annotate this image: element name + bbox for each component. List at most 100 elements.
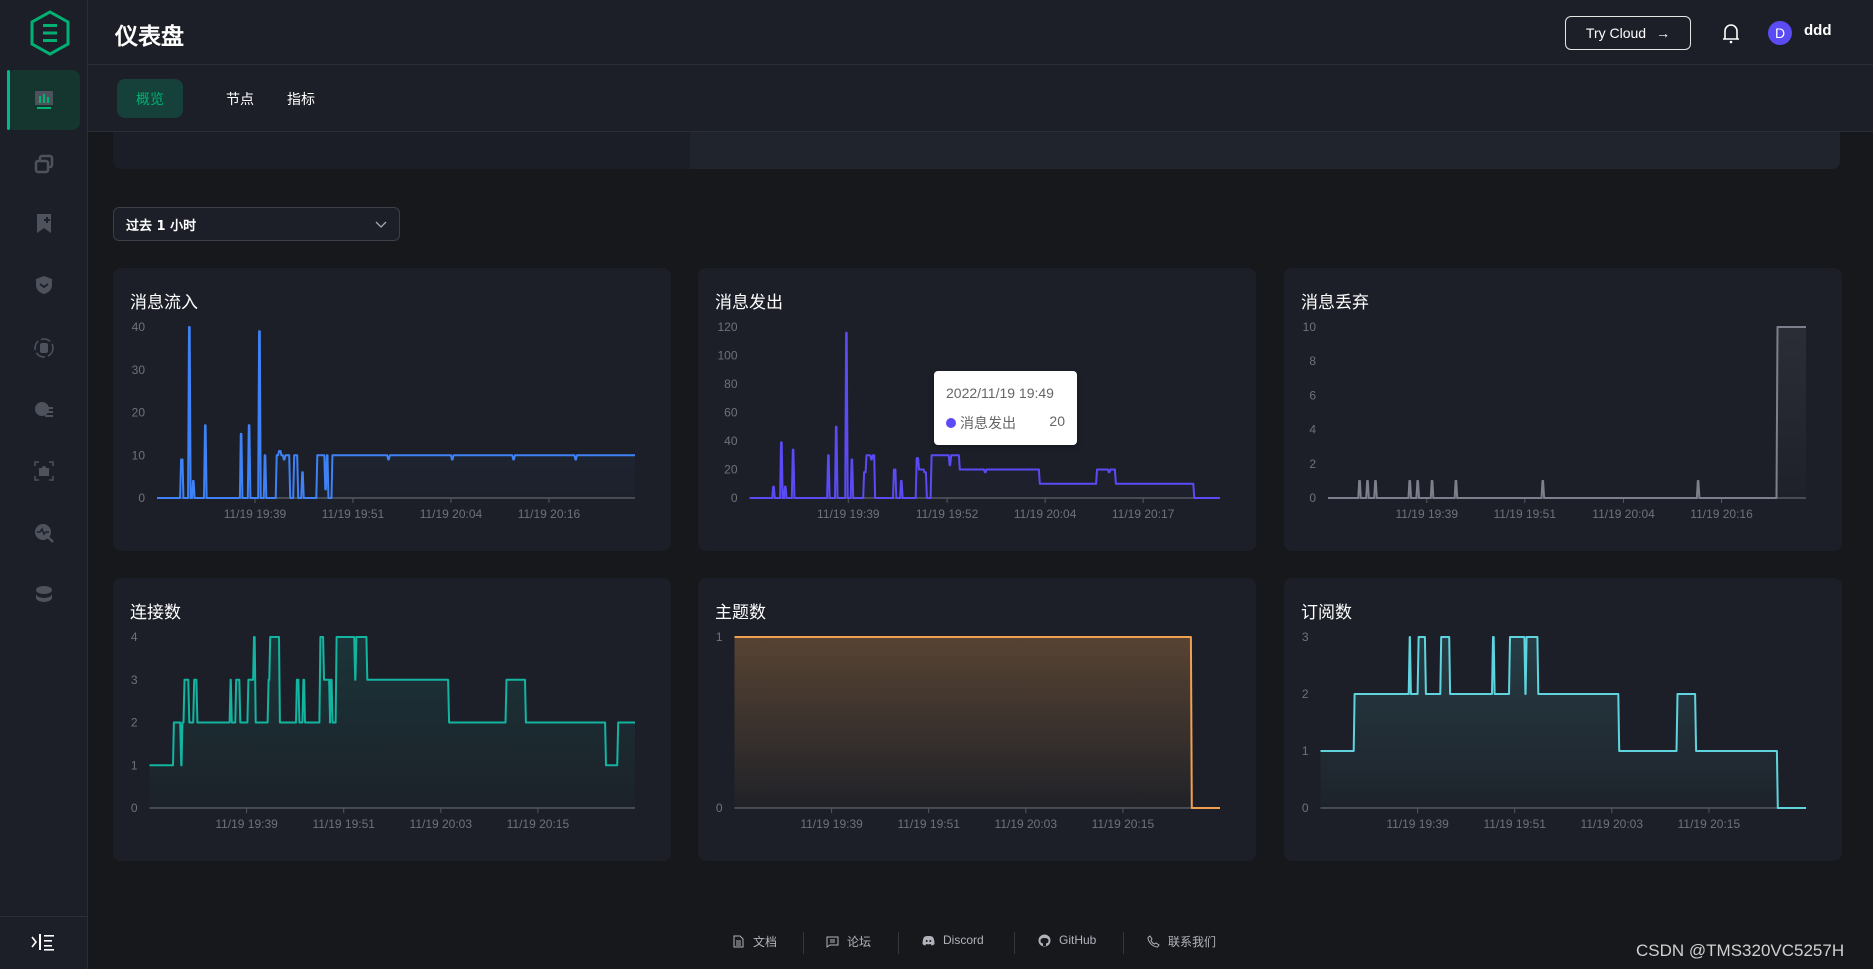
collapse-sidebar-icon[interactable] [30, 932, 56, 952]
y-tick-label: 100 [717, 349, 737, 363]
footer-label: 文档 [753, 935, 778, 949]
sidebar [0, 0, 88, 969]
chart-title: 消息发出 [715, 293, 783, 313]
tab-bar: 概览 节点 指标 [88, 65, 1873, 132]
x-tick-label: 11/19 20:03 [995, 817, 1058, 831]
series-line[interactable] [1328, 326, 1806, 499]
watermark: CSDN @TMS320VC5257H [1636, 941, 1845, 960]
x-tick-label: 11/19 19:52 [916, 507, 979, 521]
x-tick-label: 11/19 19:51 [897, 817, 960, 831]
footer-link-discord[interactable]: Discord [922, 933, 984, 947]
footer-link-forum[interactable]: 论坛 [826, 933, 871, 950]
sidebar-item-clients[interactable] [7, 134, 80, 194]
sidebar-item-subscriptions[interactable] [7, 193, 80, 253]
chevron-down-icon [375, 221, 387, 228]
sidebar-item-access-control[interactable] [7, 255, 80, 315]
y-tick-label: 1 [716, 630, 723, 644]
footer-link-contact[interactable]: 联系我们 [1147, 933, 1216, 950]
x-tick-label: 11/19 20:16 [518, 507, 581, 521]
chart-title: 消息流入 [130, 293, 198, 313]
avatar[interactable]: D [1768, 21, 1792, 45]
overview-card [113, 132, 1840, 169]
x-tick-label: 11/19 19:39 [1396, 507, 1459, 521]
series-line[interactable] [734, 636, 1221, 809]
footer-label: GitHub [1059, 933, 1097, 947]
y-tick-label: 20 [132, 406, 146, 420]
forum-icon [826, 936, 839, 948]
chart-card-messages-in: 消息流入 0 10 20 30 40 11/19 19:39 11/19 19:51 11/19… [113, 268, 671, 551]
y-tick-label: 10 [132, 448, 146, 462]
x-tick-label: 11/19 19:39 [215, 817, 278, 831]
y-tick-label: 20 [724, 463, 738, 477]
y-tick-label: 2 [131, 716, 138, 730]
series-area [149, 637, 635, 808]
y-tick-label: 1 [1302, 744, 1309, 758]
x-tick-label: 11/19 20:03 [1581, 817, 1644, 831]
y-tick-label: 4 [1309, 423, 1316, 437]
top-header: 仪表盘 Try Cloud → D ddd [88, 0, 1873, 65]
chart-plot: 0 10 20 30 40 11/19 19:39 11/19 19:51 11/19 20:… [132, 320, 635, 521]
chart-plot: 0 1 2 3 11/19 19:39 11/19 19:51 11/19 20:03 11/… [1302, 630, 1807, 831]
sidebar-item-diagnose[interactable] [7, 503, 80, 563]
y-tick-label: 0 [138, 491, 145, 505]
bell-icon[interactable] [1720, 21, 1742, 45]
y-tick-label: 120 [717, 320, 737, 334]
chart-plot: 0 1 2 3 4 11/19 19:39 11/19 19:51 11/19 20:03 11… [131, 630, 636, 831]
system-icon [35, 586, 52, 602]
y-tick-label: 80 [724, 377, 738, 391]
series-line[interactable] [749, 331, 1221, 499]
x-tick-label: 11/19 20:15 [1092, 817, 1155, 831]
series-area [1320, 637, 1806, 808]
y-tick-label: 3 [131, 673, 138, 687]
x-tick-label: 11/19 20:04 [1014, 507, 1077, 521]
y-tick-label: 60 [724, 406, 738, 420]
series-line[interactable] [149, 636, 636, 767]
x-tick-label: 11/19 19:51 [1483, 817, 1546, 831]
sidebar-divider [0, 916, 88, 917]
x-tick-label: 11/19 20:04 [1592, 507, 1655, 521]
y-tick-label: 0 [131, 801, 138, 815]
y-tick-label: 2 [1302, 687, 1309, 701]
x-tick-label: 11/19 19:51 [322, 507, 385, 521]
series-line[interactable] [157, 326, 635, 499]
discord-icon [922, 935, 935, 945]
y-tick-label: 10 [1303, 320, 1317, 334]
series-area [734, 637, 1220, 808]
page-title: 仪表盘 [115, 24, 184, 50]
tab-overview[interactable]: 概览 [117, 79, 183, 118]
x-tick-label: 11/19 20:04 [420, 507, 483, 521]
chart-title: 订阅数 [1301, 603, 1352, 623]
data-integration-icon [33, 338, 54, 358]
emqx-logo-icon[interactable] [29, 10, 71, 56]
dashboard-icon [34, 91, 53, 109]
try-cloud-label: Try Cloud [1585, 25, 1647, 41]
footer-link-github[interactable]: GitHub [1038, 933, 1096, 947]
y-tick-label: 1 [131, 758, 138, 772]
sidebar-item-system[interactable] [7, 564, 80, 624]
username[interactable]: ddd [1804, 22, 1832, 39]
x-tick-label: 11/19 19:51 [312, 817, 375, 831]
chart-title: 消息丢弃 [1301, 293, 1369, 313]
time-range-select[interactable]: 过去 1 小时 [113, 207, 400, 241]
y-tick-label: 8 [1309, 354, 1316, 368]
y-tick-label: 4 [131, 630, 138, 644]
footer-divider [803, 932, 804, 954]
x-tick-label: 11/19 19:39 [800, 817, 863, 831]
sidebar-item-management[interactable] [7, 379, 80, 439]
sidebar-item-extensions[interactable] [7, 441, 80, 501]
tab-nodes[interactable]: 节点 [226, 91, 254, 108]
x-tick-label: 11/19 19:39 [817, 507, 880, 521]
series-area [157, 327, 635, 498]
y-tick-label: 2 [1309, 457, 1316, 471]
footer-link-docs[interactable]: 文档 [732, 933, 777, 950]
x-tick-label: 11/19 20:16 [1690, 507, 1753, 521]
sidebar-item-data-integration[interactable] [7, 318, 80, 378]
chart-plot: 0 1 11/19 19:39 11/19 19:51 11/19 20:03 11/19… [716, 630, 1221, 831]
try-cloud-button[interactable]: Try Cloud → [1565, 16, 1691, 50]
tab-metrics[interactable]: 指标 [287, 91, 315, 108]
arrow-right-icon: → [1656, 25, 1671, 41]
y-tick-label: 0 [731, 491, 738, 505]
footer-label: 联系我们 [1168, 935, 1217, 949]
sidebar-item-dashboard[interactable] [7, 70, 80, 130]
series-line[interactable] [1320, 636, 1807, 809]
